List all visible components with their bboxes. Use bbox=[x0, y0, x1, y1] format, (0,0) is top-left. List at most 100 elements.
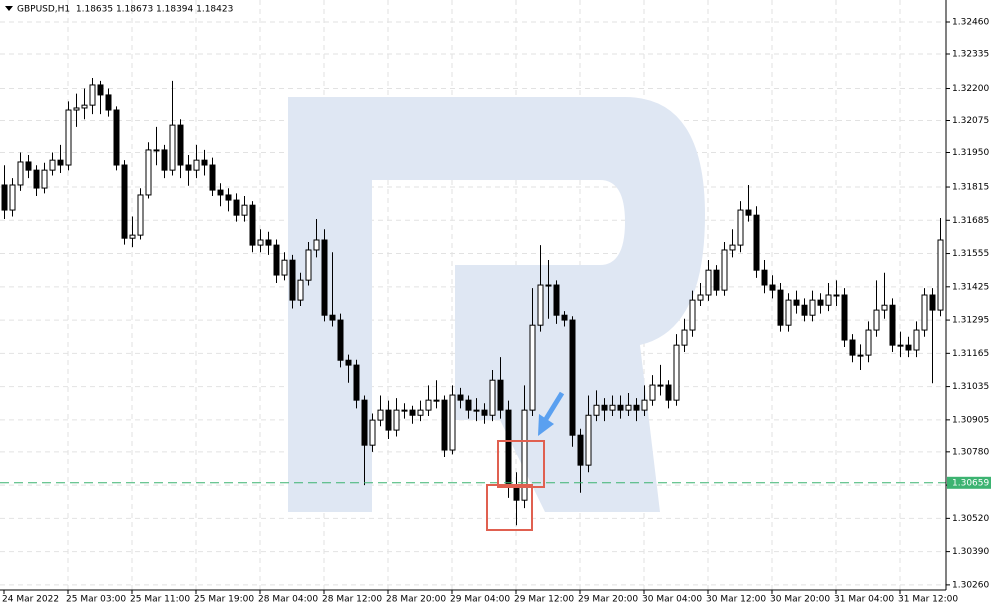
candle-body bbox=[9, 184, 16, 211]
candle-body bbox=[721, 249, 728, 291]
candle-body bbox=[849, 339, 856, 356]
candle-body bbox=[393, 409, 400, 431]
candle-body bbox=[113, 109, 120, 166]
candle-body bbox=[825, 294, 832, 306]
plot bbox=[0, 78, 946, 526]
candle-body bbox=[665, 384, 672, 401]
candle-body bbox=[337, 319, 344, 361]
candle-body bbox=[521, 409, 528, 501]
candle-body bbox=[377, 409, 384, 421]
y-tick-label: 1.30260 bbox=[952, 580, 989, 590]
candle-body bbox=[545, 284, 552, 287]
y-tick-label: 1.30780 bbox=[952, 447, 989, 457]
candle-body bbox=[601, 404, 608, 411]
last-price-box bbox=[947, 476, 991, 489]
candle-body bbox=[209, 164, 216, 191]
y-tick-label: 1.31165 bbox=[952, 349, 989, 359]
candle-body bbox=[561, 314, 568, 321]
candle-body bbox=[753, 214, 760, 271]
candle-body bbox=[105, 94, 112, 111]
candle-body bbox=[641, 399, 648, 411]
y-tick-label: 1.31685 bbox=[952, 216, 989, 226]
candle-body bbox=[873, 309, 880, 331]
x-tick-label: 25 Mar 19:00 bbox=[194, 595, 254, 605]
y-tick-label: 1.31295 bbox=[952, 316, 989, 326]
candle-body bbox=[553, 284, 560, 316]
candle-body bbox=[697, 294, 704, 301]
candle-body bbox=[137, 194, 144, 236]
candle-body bbox=[857, 354, 864, 357]
candle-body bbox=[649, 384, 656, 401]
candle-body bbox=[833, 294, 840, 297]
candle-body bbox=[25, 161, 32, 171]
candle-body bbox=[417, 409, 424, 416]
candle-body bbox=[529, 324, 536, 411]
x-tick-label: 31 Mar 04:00 bbox=[834, 595, 894, 605]
candle-body bbox=[121, 164, 128, 239]
candle-body bbox=[809, 299, 816, 316]
candle-body bbox=[281, 259, 288, 276]
candle-body bbox=[593, 404, 600, 416]
candle-body bbox=[161, 149, 168, 171]
candle-body bbox=[505, 409, 512, 486]
chart-title: GBPUSD,H1 1.18635 1.18673 1.18394 1.1842… bbox=[17, 5, 233, 15]
y-tick-label: 1.32335 bbox=[952, 49, 989, 59]
candle-body bbox=[217, 189, 224, 196]
x-tick-label: 28 Mar 04:00 bbox=[258, 595, 318, 605]
x-tick-label: 31 Mar 12:00 bbox=[898, 595, 958, 605]
x-tick-label: 29 Mar 20:00 bbox=[578, 595, 638, 605]
candle-body bbox=[145, 149, 152, 196]
highlight-box bbox=[486, 484, 533, 531]
x-tick-label: 24 Mar 2022 bbox=[2, 595, 59, 605]
candle-body bbox=[185, 164, 192, 171]
candle-body bbox=[361, 399, 368, 446]
candle-body bbox=[265, 239, 272, 246]
candle-body bbox=[201, 159, 208, 166]
candle-body bbox=[321, 239, 328, 316]
candle-body bbox=[257, 239, 264, 246]
candle-body bbox=[729, 244, 736, 251]
candle-body bbox=[297, 279, 304, 301]
candle-body bbox=[673, 344, 680, 401]
candle-body bbox=[929, 294, 936, 311]
x-tick-label: 30 Mar 12:00 bbox=[706, 595, 766, 605]
candle-body bbox=[801, 304, 808, 316]
arrow-head bbox=[538, 414, 554, 436]
candle-body bbox=[345, 359, 352, 366]
candle-body bbox=[153, 149, 160, 152]
candle-body bbox=[89, 84, 96, 106]
arrow bbox=[543, 391, 565, 421]
x-tick-label: 25 Mar 03:00 bbox=[66, 595, 126, 605]
y-tick-label: 1.31815 bbox=[952, 183, 989, 193]
candle-body bbox=[289, 259, 296, 301]
candle-body bbox=[17, 161, 24, 186]
x-tick-label: 30 Mar 20:00 bbox=[770, 595, 830, 605]
title-icon bbox=[5, 6, 13, 11]
candle-body bbox=[681, 329, 688, 346]
watermark bbox=[288, 97, 705, 512]
candle-body bbox=[817, 299, 824, 306]
candle-body bbox=[657, 384, 664, 387]
candle-body bbox=[313, 239, 320, 251]
candle-body bbox=[625, 404, 632, 411]
candle-body bbox=[889, 304, 896, 346]
y-tick-label: 1.31425 bbox=[952, 282, 989, 292]
candle-body bbox=[489, 379, 496, 416]
candle-body bbox=[913, 329, 920, 351]
y-tick-label: 1.32200 bbox=[952, 84, 989, 94]
candle-body bbox=[745, 209, 752, 216]
candle-body bbox=[449, 394, 456, 451]
candle-body bbox=[785, 299, 792, 326]
x-tick-label: 29 Mar 04:00 bbox=[450, 595, 510, 605]
y-tick-label: 1.30520 bbox=[952, 514, 989, 524]
candle-body bbox=[905, 344, 912, 351]
candle-body bbox=[457, 394, 464, 401]
candle-body bbox=[81, 104, 88, 109]
candle-body bbox=[897, 344, 904, 347]
candle-body bbox=[465, 399, 472, 411]
candle-body bbox=[329, 314, 336, 321]
candle-body bbox=[33, 169, 40, 189]
candle-body bbox=[865, 329, 872, 356]
y-tick-label: 1.32075 bbox=[952, 116, 989, 126]
